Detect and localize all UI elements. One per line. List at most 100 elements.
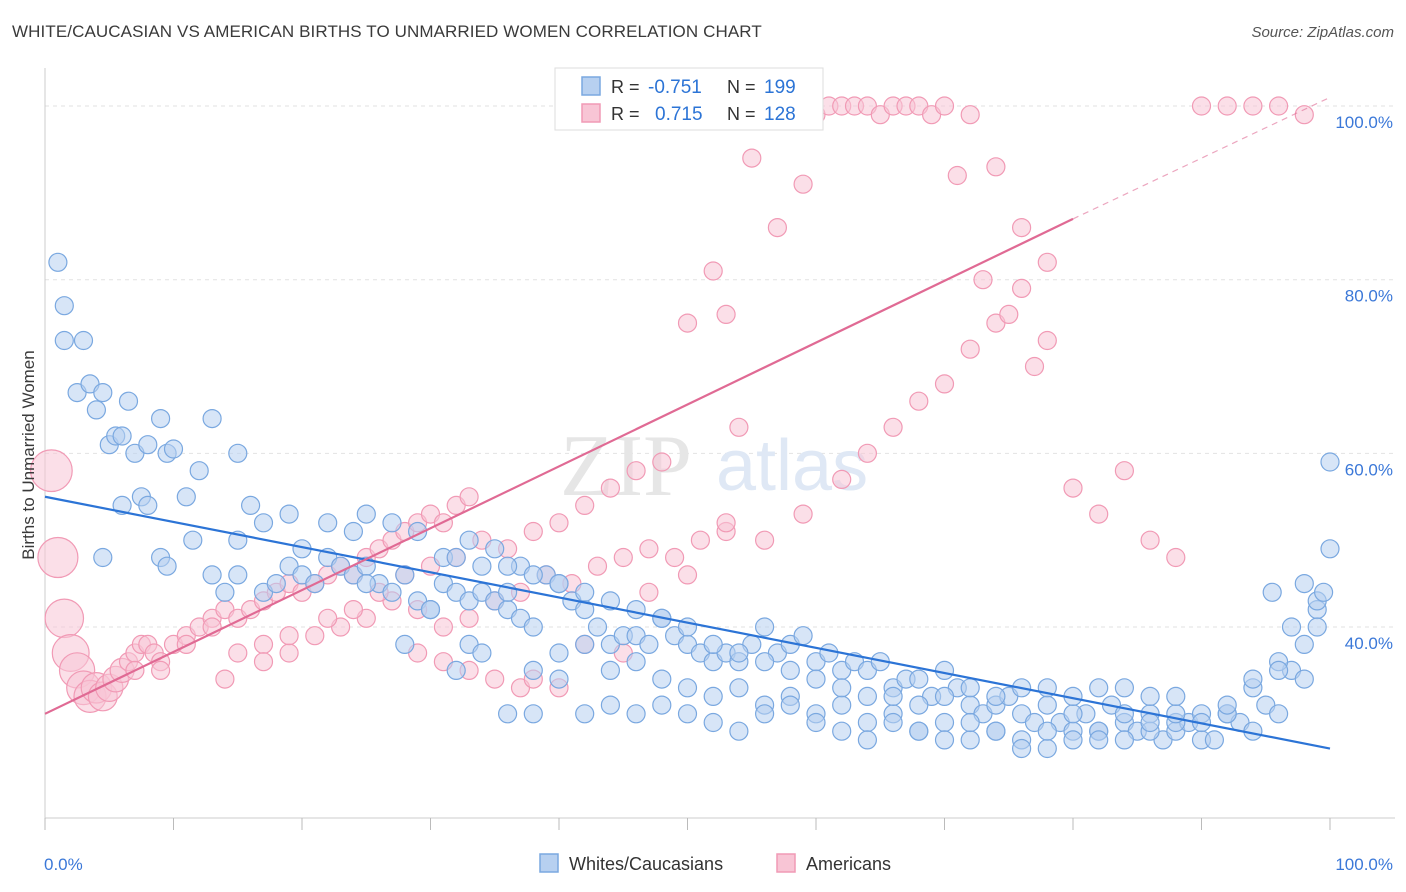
whites-point (806, 669, 826, 689)
whites-point (472, 643, 492, 663)
americans-point (767, 218, 788, 238)
americans-point (1011, 278, 1032, 298)
trend-line-whites (44, 495, 1331, 750)
whites-point (228, 565, 248, 585)
whites-point (1294, 634, 1314, 655)
americans-point (1243, 96, 1263, 116)
whites-point (703, 712, 723, 733)
y-tick-label: 40.0% (1345, 634, 1393, 653)
whites-point (1037, 721, 1057, 741)
americans-point (1063, 478, 1083, 498)
whites-point (1281, 617, 1302, 637)
whites-point (498, 704, 518, 724)
whites-point (318, 513, 338, 533)
legend-swatch-whites (539, 853, 559, 873)
americans-point (999, 304, 1019, 324)
whites-point (600, 695, 621, 715)
whites-point (600, 591, 621, 611)
whites-point (1262, 582, 1282, 602)
americans-point (793, 504, 813, 524)
whites-point (498, 556, 518, 576)
whites-point (754, 652, 775, 672)
whites-point (343, 521, 363, 542)
whites-point (1268, 660, 1289, 681)
americans-point (343, 599, 363, 620)
americans-point (793, 174, 813, 194)
whites-point (472, 556, 492, 576)
whites-point (909, 721, 929, 741)
whites-point (729, 678, 749, 698)
americans-point (279, 643, 299, 663)
whites-point (703, 634, 723, 655)
whites-point (934, 730, 955, 750)
americans-point (1191, 96, 1212, 116)
whites-point (819, 643, 839, 663)
whites-point (202, 565, 222, 585)
whites-point (523, 617, 543, 637)
americans-point (1114, 461, 1135, 481)
whites-point (523, 565, 543, 585)
whites-point (382, 582, 402, 602)
stats-r-value-whites: -0.751 (648, 77, 702, 98)
americans-point (690, 530, 711, 550)
whites-point (780, 660, 800, 681)
americans-point (1294, 105, 1314, 125)
whites-point (677, 704, 698, 724)
tick-labels: 40.0% 60.0% 80.0% 100.0% 0.0% 100.0% (44, 113, 1393, 874)
americans-point (716, 513, 736, 533)
whites-point (157, 556, 177, 576)
whites-point (163, 439, 184, 459)
whites-point (48, 252, 68, 272)
whites-point (1037, 738, 1057, 759)
whites-point (1089, 730, 1109, 750)
whites-point (549, 669, 569, 689)
americans-point (934, 374, 955, 394)
trend-lines (44, 96, 1331, 750)
whites-point (652, 695, 672, 715)
americans-point (909, 391, 929, 411)
whites-point (575, 704, 595, 724)
americans-point (664, 547, 685, 568)
americans-point (1089, 504, 1109, 524)
americans-point (934, 96, 955, 116)
americans-point (37, 536, 79, 579)
whites-point (986, 686, 1006, 707)
americans-point (253, 634, 274, 655)
whites-point (446, 547, 466, 568)
americans-point (305, 626, 325, 646)
whites-point (754, 617, 775, 637)
whites-point (960, 712, 980, 733)
whites-point (138, 495, 158, 515)
stats-n-value-whites: 199 (764, 77, 796, 98)
whites-point (832, 695, 852, 715)
whites-point (934, 660, 955, 681)
trend-line-americans (44, 217, 1074, 715)
whites-point (138, 435, 158, 455)
whites-point (857, 686, 878, 707)
americans-point (485, 669, 505, 689)
whites-point (575, 634, 595, 655)
whites-point (857, 730, 878, 750)
americans-point (960, 339, 980, 359)
whites-point (780, 695, 800, 715)
whites-point (793, 626, 813, 646)
whites-point (446, 660, 466, 681)
whites-point (729, 643, 749, 663)
whites-point (215, 582, 235, 602)
americans-point (960, 105, 980, 125)
americans-point (30, 449, 73, 493)
whites-point (253, 513, 274, 533)
whites-point (1217, 695, 1237, 715)
whites-point (73, 330, 94, 351)
stats-r-label-whites: R = (611, 77, 640, 97)
whites-point (523, 660, 543, 681)
stats-r-label-americans: R = (611, 104, 640, 124)
whites-point (934, 712, 955, 733)
americans-point (639, 582, 659, 602)
whites-point (1243, 669, 1263, 689)
americans-point (613, 547, 633, 568)
whites-point (356, 504, 376, 524)
americans-point (523, 521, 543, 542)
y-axis-label: Births to Unmarried Women (19, 350, 38, 559)
whites-point (183, 530, 203, 550)
